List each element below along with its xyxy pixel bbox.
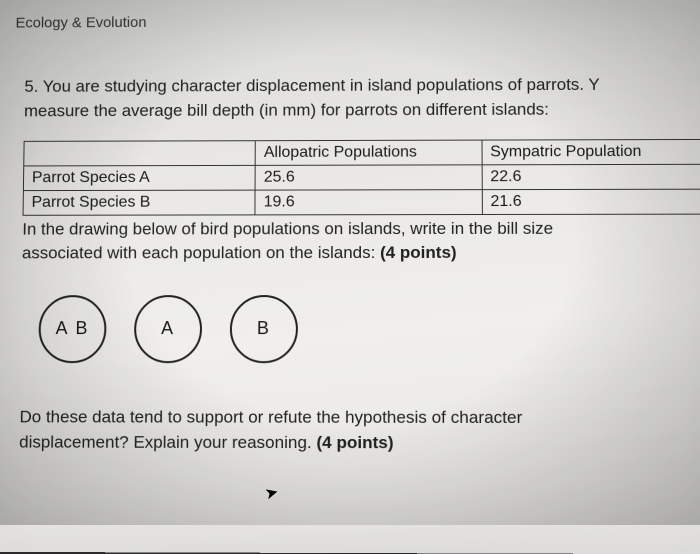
instruction-line2a: associated with each population on the i… xyxy=(22,243,380,262)
species-b-sympatric: 21.6 xyxy=(482,189,700,214)
species-b-allopatric: 19.6 xyxy=(255,190,482,215)
data-table: Allopatric Populations Sympatric Populat… xyxy=(23,139,700,216)
island-b: B xyxy=(230,295,298,363)
question-line1: You are studying character displacement … xyxy=(43,75,600,96)
species-a-label: Parrot Species A xyxy=(23,166,255,191)
island-ab: A B xyxy=(38,295,106,363)
question-prompt: 5. You are studying character displaceme… xyxy=(24,73,700,124)
species-a-sympatric: 22.6 xyxy=(482,165,700,190)
final-line2a: displacement? Explain your reasoning. xyxy=(19,432,316,452)
island-circles: A B A B xyxy=(38,295,700,364)
table-header-sympatric: Sympatric Population xyxy=(482,140,700,165)
instruction-line1: In the drawing below of bird populations… xyxy=(22,219,553,239)
island-a: A xyxy=(134,295,202,363)
points-label-2: (4 points) xyxy=(316,432,393,451)
species-a-allopatric: 25.6 xyxy=(255,165,482,190)
final-line1: Do these data tend to support or refute … xyxy=(19,407,522,427)
page-header: Ecology & Evolution G Fall xyxy=(25,12,700,48)
table-row: Parrot Species A 25.6 22.6 xyxy=(23,165,700,191)
drawing-instruction: In the drawing below of bird populations… xyxy=(22,217,700,265)
table-header-allopatric: Allopatric Populations xyxy=(255,140,481,165)
table-header-blank xyxy=(24,141,256,166)
table-header-row: Allopatric Populations Sympatric Populat… xyxy=(24,140,700,167)
analysis-question: Do these data tend to support or refute … xyxy=(19,405,700,456)
course-title: Ecology & Evolution xyxy=(15,14,146,48)
table-row: Parrot Species B 19.6 21.6 xyxy=(23,189,700,215)
species-b-label: Parrot Species B xyxy=(23,190,255,215)
question-line2: measure the average bill depth (in mm) f… xyxy=(24,100,549,120)
worksheet-paper: Ecology & Evolution G Fall 5. You are st… xyxy=(0,0,700,554)
points-label-1: (4 points) xyxy=(380,243,457,262)
question-number: 5. xyxy=(24,77,38,96)
